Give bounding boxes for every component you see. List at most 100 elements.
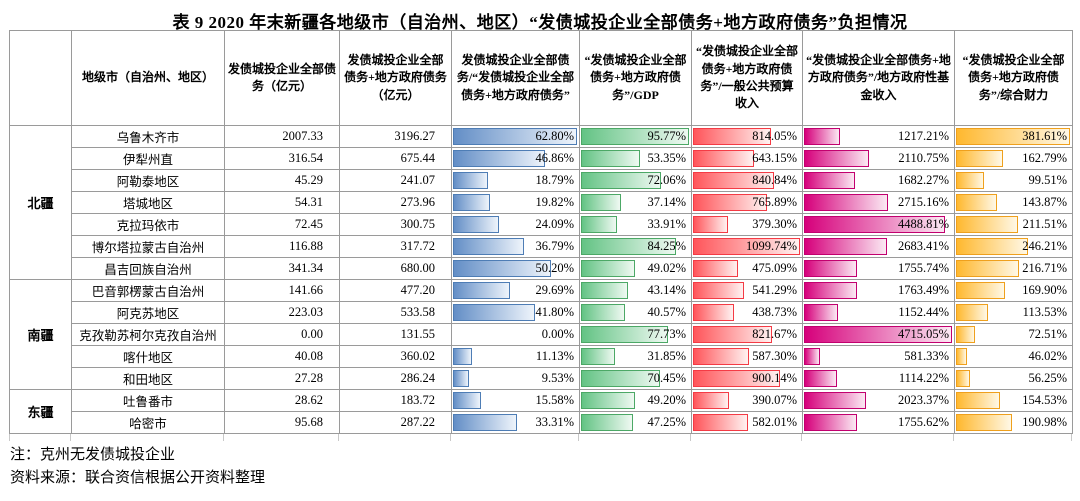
ratio-cell-green: 40.57% xyxy=(579,301,692,324)
city-name: 哈密市 xyxy=(71,411,225,434)
column-header-ratio-budget: “发债城投企业全部债务+地方政府债务”/一般公共预算收入 xyxy=(691,30,803,126)
ratio-cell-gold: 99.51% xyxy=(954,169,1073,192)
debt-value: 54.31 xyxy=(224,191,340,214)
data-bar-red xyxy=(693,172,775,189)
ratio-cell-magenta: 4715.05% xyxy=(802,323,955,346)
data-bar-green xyxy=(581,216,618,233)
debt-value: 28.62 xyxy=(224,389,340,412)
ratio-cell-blue: 36.79% xyxy=(451,235,580,258)
ratio-value: 381.61% xyxy=(1022,129,1067,143)
ratio-value: 15.58% xyxy=(535,393,574,407)
debt-value: 223.03 xyxy=(224,301,340,324)
ratio-value: 9.53% xyxy=(541,371,574,385)
column-header-ratio-fund-income: “发债城投企业全部债务+地方政府债务”/地方政府性基金收入 xyxy=(802,30,955,126)
ratio-cell-blue: 11.13% xyxy=(451,345,580,368)
ratio-value: 1682.27% xyxy=(897,173,949,187)
city-name: 乌鲁木齐市 xyxy=(71,125,225,148)
ratio-cell-gold: 143.87% xyxy=(954,191,1073,214)
ratio-value: 541.29% xyxy=(752,283,797,297)
page-title: 表 9 2020 年末新疆各地级市（自治州、地区）“发债城投企业全部债务+地方政… xyxy=(172,13,908,32)
ratio-value: 1114.22% xyxy=(898,371,949,385)
ratio-cell-green: 70.45% xyxy=(579,367,692,390)
debt-plus-gov-value: 131.55 xyxy=(339,323,452,346)
ratio-value: 1763.49% xyxy=(897,283,949,297)
ratio-cell-green: 31.85% xyxy=(579,345,692,368)
ratio-value: 72.06% xyxy=(647,173,686,187)
ratio-cell-magenta: 4488.81% xyxy=(802,213,955,236)
ratio-value: 211.51% xyxy=(1022,217,1067,231)
data-bar-gold xyxy=(956,216,1018,233)
debt-plus-gov-value: 286.24 xyxy=(339,367,452,390)
data-bar-magenta xyxy=(804,238,887,255)
ratio-value: 821.67% xyxy=(752,327,797,341)
data-bar-blue xyxy=(453,260,552,277)
ratio-cell-red: 438.73% xyxy=(691,301,803,324)
data-bar-magenta xyxy=(804,260,858,277)
source-line: 资料来源：联合资信根据公开资料整理 xyxy=(10,470,266,487)
table-row: 阿克苏地区 223.03 533.58 41.80% 40.57% 438.73% 1152… xyxy=(10,301,1073,324)
ratio-cell-red: 814.05% xyxy=(691,125,803,148)
debt-value: 341.34 xyxy=(224,257,340,280)
ratio-cell-gold: 56.25% xyxy=(954,367,1073,390)
debt-plus-gov-value: 300.75 xyxy=(339,213,452,236)
data-bar-gold xyxy=(956,238,1029,255)
table-row: 东疆 吐鲁番市 28.62 183.72 15.58% 49.20% 390.07% 2023… xyxy=(9,389,1073,434)
data-bar-green xyxy=(581,260,635,277)
ratio-value: 95.77% xyxy=(647,129,686,143)
ratio-cell-magenta: 1152.44% xyxy=(802,301,955,324)
data-bar-red xyxy=(693,260,738,277)
table-body: 北疆 乌鲁木齐市 2007.33 3196.27 62.80% 95.77% 814.05%… xyxy=(9,125,1073,434)
ratio-cell-blue: 15.58% xyxy=(451,389,580,412)
data-bar-magenta xyxy=(804,370,837,387)
ratio-value: 581.33% xyxy=(904,349,949,363)
ratio-cell-gold: 46.02% xyxy=(954,345,1073,368)
ratio-cell-red: 390.07% xyxy=(691,389,803,412)
debt-plus-gov-value: 273.96 xyxy=(339,191,452,214)
ratio-cell-red: 840.84% xyxy=(691,169,803,192)
column-header-ratio-fiscal: “发债城投企业全部债务+地方政府债务”/综合财力 xyxy=(954,30,1073,126)
ratio-cell-magenta: 2023.37% xyxy=(802,389,955,412)
region-group-label: 南疆 xyxy=(9,279,72,390)
ratio-value: 162.79% xyxy=(1022,151,1067,165)
table-row: 塔城地区 54.31 273.96 19.82% 37.14% 765.89% 2715.1… xyxy=(10,191,1073,214)
ratio-cell-red: 643.15% xyxy=(691,147,803,170)
ratio-cell-magenta: 1755.62% xyxy=(802,411,955,434)
ratio-value: 62.80% xyxy=(535,129,574,143)
ratio-cell-blue: 9.53% xyxy=(451,367,580,390)
ratio-value: 11.13% xyxy=(535,349,574,363)
data-bar-gold xyxy=(956,260,1020,277)
column-header-city: 地级市（自治州、地区） xyxy=(71,30,225,126)
table-row: 昌吉回族自治州 341.34 680.00 50.20% 49.02% 475.09% 17… xyxy=(10,257,1073,280)
ratio-value: 1099.74% xyxy=(745,239,797,253)
debt-plus-gov-value: 680.00 xyxy=(339,257,452,280)
ratio-cell-green: 49.02% xyxy=(579,257,692,280)
ratio-value: 2110.75% xyxy=(898,151,949,165)
debt-value: 116.88 xyxy=(224,235,340,258)
data-bar-blue xyxy=(453,282,511,299)
region-group-label: 北疆 xyxy=(9,125,72,280)
ratio-value: 113.53% xyxy=(1022,305,1067,319)
ratio-value: 49.02% xyxy=(647,261,686,275)
ratio-cell-magenta: 581.33% xyxy=(802,345,955,368)
data-bar-red xyxy=(693,304,734,321)
data-bar-gold xyxy=(956,194,998,211)
ratio-cell-blue: 62.80% xyxy=(451,125,580,148)
ratio-value: 29.69% xyxy=(535,283,574,297)
ratio-cell-green: 84.25% xyxy=(579,235,692,258)
ratio-cell-gold: 113.53% xyxy=(954,301,1073,324)
table-row: 喀什地区 40.08 360.02 11.13% 31.85% 587.30% 581.33… xyxy=(10,345,1073,368)
data-bar-magenta xyxy=(804,216,945,233)
column-header-ratio-debt-share: 发债城投企业全部债务/“发债城投企业全部债务+地方政府债务” xyxy=(451,30,580,126)
ratio-value: 587.30% xyxy=(752,349,797,363)
data-bar-green xyxy=(581,172,662,189)
data-bar-gold xyxy=(956,172,984,189)
debt-plus-gov-value: 477.20 xyxy=(339,279,452,302)
header-row: 地级市（自治州、地区） 发债城投企业全部债务（亿元） 发债城投企业全部债务+地方… xyxy=(9,30,1073,126)
table-row: 北疆 乌鲁木齐市 2007.33 3196.27 62.80% 95.77% 814.05%… xyxy=(9,125,1073,280)
footnotes: 注：克州无发债城投企业 资料来源：联合资信根据公开资料整理 xyxy=(10,444,1080,491)
data-bar-green xyxy=(581,304,626,321)
column-header-debt-plus-gov: 发债城投企业全部债务+地方政府债务（亿元） xyxy=(339,30,452,126)
ratio-cell-green: 37.14% xyxy=(579,191,692,214)
data-bar-green xyxy=(581,326,669,343)
data-bar-red xyxy=(693,392,730,409)
